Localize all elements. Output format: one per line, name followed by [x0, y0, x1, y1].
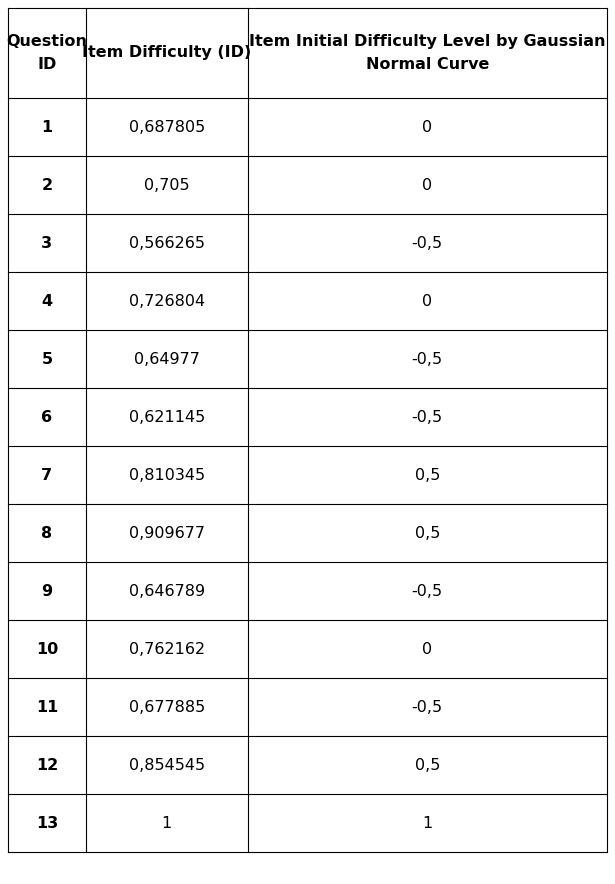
Text: 7: 7: [41, 468, 52, 483]
Text: 0,566265: 0,566265: [129, 235, 205, 250]
Text: 0,810345: 0,810345: [129, 468, 205, 483]
Text: 0: 0: [423, 293, 432, 309]
Text: 1: 1: [422, 816, 432, 830]
Text: 5: 5: [41, 352, 52, 367]
Text: 0,64977: 0,64977: [134, 352, 200, 367]
Text: 0: 0: [423, 119, 432, 134]
Text: 6: 6: [41, 409, 52, 424]
Text: 0,677885: 0,677885: [129, 699, 205, 714]
Text: 0,762162: 0,762162: [129, 642, 205, 657]
Text: 0,5: 0,5: [415, 525, 440, 540]
Text: -0,5: -0,5: [411, 235, 443, 250]
Text: 4: 4: [41, 293, 52, 309]
Text: 0,687805: 0,687805: [129, 119, 205, 134]
Text: 0: 0: [423, 642, 432, 657]
Text: 0,621145: 0,621145: [129, 409, 205, 424]
Text: 0,909677: 0,909677: [129, 525, 205, 540]
Text: -0,5: -0,5: [411, 583, 443, 598]
Text: Question
ID: Question ID: [6, 34, 87, 72]
Text: -0,5: -0,5: [411, 409, 443, 424]
Text: 13: 13: [36, 816, 58, 830]
Text: Item Initial Difficulty Level by Gaussian
Normal Curve: Item Initial Difficulty Level by Gaussia…: [249, 34, 606, 72]
Text: 0,854545: 0,854545: [129, 758, 205, 773]
Text: 1: 1: [41, 119, 52, 134]
Text: 0,726804: 0,726804: [129, 293, 205, 309]
Text: 0,5: 0,5: [415, 758, 440, 773]
Text: 2: 2: [41, 178, 52, 193]
Text: Item Difficulty (ID): Item Difficulty (ID): [82, 45, 252, 60]
Text: 12: 12: [36, 758, 58, 773]
Text: 0: 0: [423, 178, 432, 193]
Text: -0,5: -0,5: [411, 352, 443, 367]
Text: 0,705: 0,705: [144, 178, 189, 193]
Text: 1: 1: [162, 816, 172, 830]
Text: 3: 3: [41, 235, 52, 250]
Text: 10: 10: [36, 642, 58, 657]
Text: 0,646789: 0,646789: [129, 583, 205, 598]
Text: 0,5: 0,5: [415, 468, 440, 483]
Text: -0,5: -0,5: [411, 699, 443, 714]
Text: 11: 11: [36, 699, 58, 714]
Text: 8: 8: [41, 525, 52, 540]
Text: 9: 9: [41, 583, 52, 598]
